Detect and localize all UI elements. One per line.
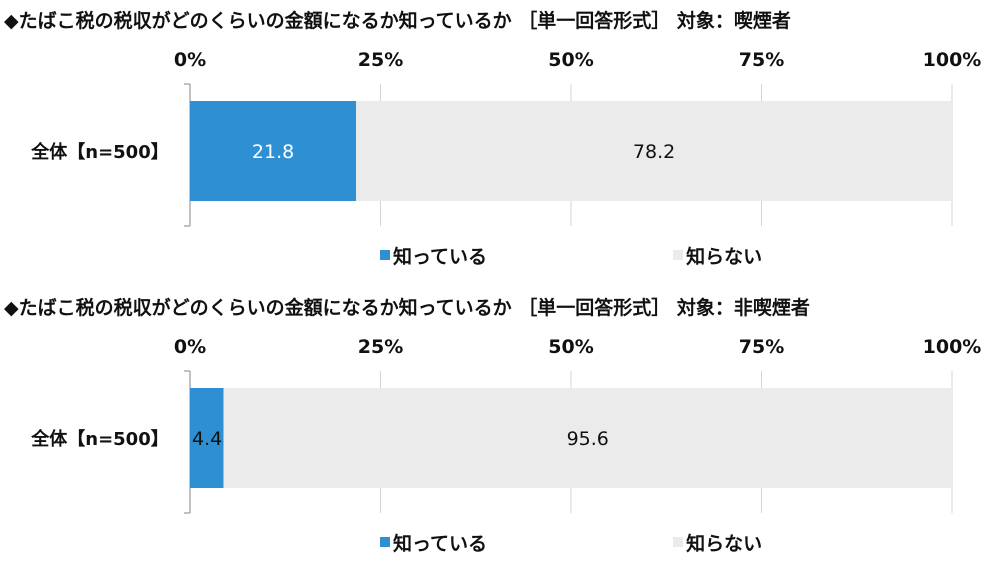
data-label: 4.4 [192,428,222,450]
bar-segment [190,388,224,488]
legend-item-know: 知っている [380,242,487,269]
legend-item-dont-know: 知らない [673,529,762,556]
x-tick-label: 25% [358,336,403,358]
data-label: 21.8 [252,141,294,163]
x-tick-label: 100% [923,336,982,358]
x-tick-label: 25% [358,49,403,71]
bar-segment [223,388,952,488]
x-tick-label: 50% [548,336,593,358]
x-tick-label: 0% [174,49,206,71]
x-tick-label: 75% [739,49,784,71]
category-label: 全体【n=500】 [30,428,168,450]
chart-legend: 知っている 知らない [380,529,762,556]
legend-label-know: 知っている [393,532,488,555]
legend-label-dont-know: 知らない [686,245,763,268]
x-tick-label: 100% [923,49,982,71]
chart-title: ◆たばこ税の税収がどのくらいの金額になるか知っているか ［単一回答形式］ 対象：… [4,10,791,32]
x-tick-label: 0% [174,336,206,358]
legend-swatch-dont-know [673,250,684,260]
x-tick-label: 50% [548,49,593,71]
data-label: 78.2 [633,141,675,163]
legend-swatch-know [380,537,390,547]
legend-label-dont-know: 知らない [686,532,763,555]
bar-segment [190,101,357,201]
legend-label-know: 知っている [393,245,488,268]
chart-legend: 知っている 知らない [380,242,762,269]
legend-item-know: 知っている [380,529,487,556]
chart-panel-smokers: ◆たばこ税の税収がどのくらいの金額になるか知っているか ［単一回答形式］ 対象：… [0,0,1000,280]
x-tick-label: 75% [739,336,784,358]
legend-item-dont-know: 知らない [673,242,762,269]
chart-plot: 0% 25% 50% 75% 100% 全体【n=500】 4.4 95.6 [30,336,982,514]
chart-plot: 0% 25% 50% 75% 100% 全体【n=500】 21.8 78.2 [30,49,982,227]
bar-segment [356,101,953,201]
data-label: 95.6 [567,428,609,450]
legend-swatch-know [380,250,390,260]
category-label: 全体【n=500】 [30,141,168,163]
legend-swatch-dont-know [673,537,684,547]
chart-panel-non-smokers: ◆たばこ税の税収がどのくらいの金額になるか知っているか ［単一回答形式］ 対象：… [0,287,1000,567]
chart-title: ◆たばこ税の税収がどのくらいの金額になるか知っているか ［単一回答形式］ 対象：… [4,297,810,319]
